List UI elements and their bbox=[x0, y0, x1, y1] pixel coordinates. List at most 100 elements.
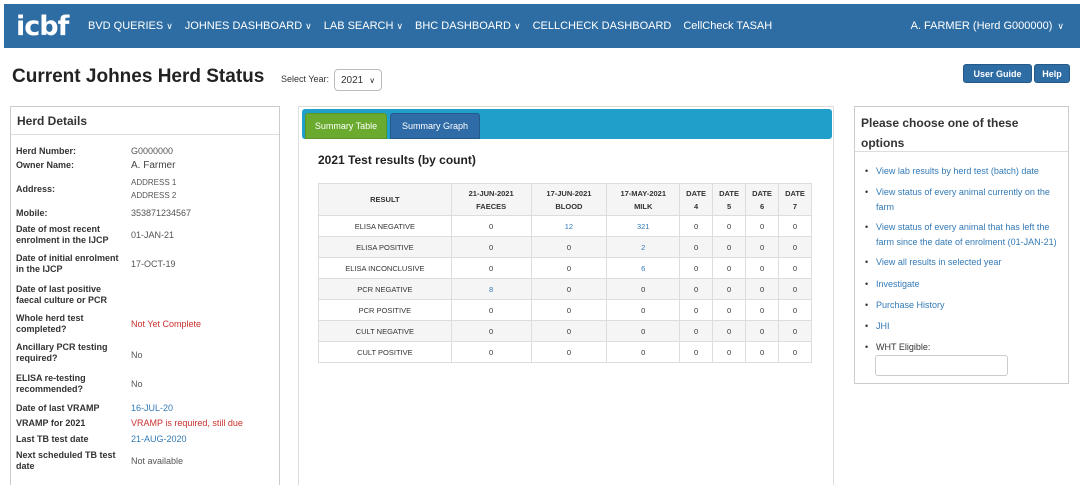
result-count: 0 bbox=[778, 278, 812, 300]
row-label: PCR POSITIVE bbox=[318, 299, 452, 321]
option-text-block: View status of every animal that has lef… bbox=[876, 220, 1057, 250]
bullet-icon: • bbox=[865, 166, 869, 176]
header-text: MILK bbox=[634, 201, 653, 211]
result-count: 0 bbox=[679, 299, 714, 321]
label-line: Date of initial enrolment bbox=[16, 253, 119, 263]
result-count-link[interactable]: 12 bbox=[530, 215, 608, 237]
test-results-panel: Summary Table Summary Graph 2021 Test re… bbox=[298, 106, 834, 485]
column-header: DATE 5 bbox=[712, 183, 747, 216]
nav-label: BHC DASHBOARD bbox=[415, 20, 511, 32]
result-count: 0 bbox=[778, 236, 812, 258]
wht-eligible-row: • WHT Eligible: bbox=[865, 340, 1065, 355]
option-jhi[interactable]: • JHI bbox=[865, 319, 1065, 334]
result-count: 0 bbox=[712, 320, 747, 342]
herd-label: Date of initial enrolment in the IJCP bbox=[16, 253, 131, 275]
option-status-left-animals[interactable]: • View status of every animal that has le… bbox=[865, 220, 1065, 250]
nav-cellcheck-tasah[interactable]: CellCheck TASAH bbox=[683, 20, 772, 32]
icbf-logo[interactable]: icbf bbox=[16, 10, 69, 42]
herd-label: Herd Number: bbox=[16, 146, 77, 156]
tab-summary-graph[interactable]: Summary Graph bbox=[390, 113, 480, 139]
wht-eligible-label: WHT Eligible: bbox=[876, 342, 931, 352]
results-heading: 2021 Test results (by count) bbox=[318, 153, 476, 167]
result-count: 0 bbox=[712, 236, 747, 258]
option-all-results-year[interactable]: • View all results in selected year bbox=[865, 255, 1065, 270]
option-text: JHI bbox=[876, 321, 890, 331]
result-count: 0 bbox=[606, 320, 681, 342]
herd-value: A. Farmer bbox=[131, 160, 176, 171]
header-text: RESULT bbox=[370, 195, 400, 204]
year-select[interactable]: 2021 ∨ bbox=[334, 69, 382, 91]
result-count-link[interactable]: 321 bbox=[606, 215, 681, 237]
result-count: 0 bbox=[450, 257, 532, 279]
chevron-down-icon: ∨ bbox=[369, 75, 376, 85]
option-text: farm since the date of enrolment (01-JAN… bbox=[876, 237, 1057, 247]
label-line: in the IJCP bbox=[16, 264, 63, 274]
user-guide-button[interactable]: User Guide bbox=[963, 64, 1032, 83]
herd-value: ADDRESS 1 bbox=[131, 178, 177, 187]
option-investigate[interactable]: • Investigate bbox=[865, 277, 1065, 292]
row-label: ELISA NEGATIVE bbox=[318, 215, 452, 237]
herd-row-whole-herd-test: Whole herd test completed? Not Yet Comple… bbox=[16, 313, 276, 335]
result-count: 0 bbox=[712, 278, 747, 300]
nav-bvd-queries[interactable]: BVD QUERIES ∨ bbox=[88, 20, 173, 32]
result-count: 0 bbox=[606, 341, 681, 363]
herd-label: Whole herd test completed? bbox=[16, 313, 131, 335]
help-button[interactable]: Help bbox=[1034, 64, 1070, 83]
column-header: RESULT bbox=[318, 183, 452, 216]
label-line: enrolment in the IJCP bbox=[16, 235, 109, 245]
row-label: ELISA INCONCLUSIVE bbox=[318, 257, 452, 279]
result-count: 0 bbox=[712, 215, 747, 237]
result-count: 0 bbox=[745, 257, 779, 279]
chevron-down-icon: ∨ bbox=[1057, 20, 1064, 31]
last-tb-test-link[interactable]: 21-AUG-2020 bbox=[131, 434, 187, 444]
nav-label: CellCheck TASAH bbox=[683, 20, 773, 32]
column-header: 17-MAY-2021 MILK bbox=[606, 183, 681, 216]
herd-row-herd-number: Herd Number: G0000000 bbox=[16, 146, 276, 157]
herd-row-last-tb-test: Last TB test date 21-AUG-2020 bbox=[16, 434, 276, 445]
option-text: View status of every animal currently on… bbox=[876, 187, 1050, 197]
table-row: ELISA NEGATIVE 0 12 321 0 0 0 0 bbox=[318, 215, 812, 237]
herd-row-last-vramp: Date of last VRAMP 16-JUL-20 bbox=[16, 403, 276, 414]
result-count: 0 bbox=[606, 278, 681, 300]
result-count-link[interactable]: 8 bbox=[450, 278, 532, 300]
nav-lab-search[interactable]: LAB SEARCH ∨ bbox=[324, 20, 403, 32]
bullet-icon: • bbox=[865, 342, 869, 352]
herd-value: 01-JAN-21 bbox=[131, 230, 175, 240]
row-label: ELISA POSITIVE bbox=[318, 236, 452, 258]
herd-value: No bbox=[131, 379, 143, 389]
header-text: 4 bbox=[694, 201, 699, 211]
wht-eligible-field[interactable] bbox=[875, 355, 1008, 376]
bullet-icon: • bbox=[865, 321, 869, 331]
herd-row-elisa-retesting: ELISA re-testing recommended? No bbox=[16, 373, 276, 395]
header-text: BLOOD bbox=[555, 201, 583, 211]
option-status-current-animals[interactable]: • View status of every animal currently o… bbox=[865, 185, 1065, 215]
chevron-down-icon: ∨ bbox=[305, 20, 312, 31]
nav-cellcheck-dashboard[interactable]: CELLCHECK DASHBOARD bbox=[533, 20, 672, 32]
table-row: PCR POSITIVE 0 0 0 0 0 0 0 bbox=[318, 299, 812, 321]
result-count: 0 bbox=[679, 278, 714, 300]
table-header-row: RESULT 21-JUN-2021 FAECES 17-JUN-2021 BLOO… bbox=[318, 183, 812, 216]
herd-value: Not available bbox=[131, 456, 184, 466]
result-count: 0 bbox=[606, 299, 681, 321]
label-line: recommended? bbox=[16, 384, 84, 394]
herd-label: Address: bbox=[16, 184, 56, 194]
label-line: Next scheduled TB test bbox=[16, 450, 116, 460]
nav-johnes-dashboard[interactable]: JOHNES DASHBOARD ∨ bbox=[185, 20, 312, 32]
herd-label: VRAMP for 2021 bbox=[16, 418, 86, 428]
result-count: 0 bbox=[530, 299, 608, 321]
last-vramp-link[interactable]: 16-JUL-20 bbox=[131, 403, 174, 413]
result-count-link[interactable]: 2 bbox=[606, 236, 681, 258]
address-block: ADDRESS 1 ADDRESS 2 bbox=[131, 176, 176, 202]
user-menu[interactable]: A. FARMER (Herd G000000) ∨ bbox=[911, 20, 1064, 32]
option-text: View all results in selected year bbox=[876, 257, 1002, 267]
nav-bhc-dashboard[interactable]: BHC DASHBOARD ∨ bbox=[415, 20, 521, 32]
tab-summary-table[interactable]: Summary Table bbox=[305, 113, 387, 139]
chevron-down-icon: ∨ bbox=[166, 20, 173, 31]
result-count: 0 bbox=[530, 278, 608, 300]
option-text: Investigate bbox=[876, 279, 920, 289]
result-count-link[interactable]: 6 bbox=[606, 257, 681, 279]
table-row: PCR NEGATIVE 8 0 0 0 0 0 0 bbox=[318, 278, 812, 300]
result-count: 0 bbox=[712, 341, 747, 363]
option-lab-results-by-date[interactable]: • View lab results by herd test (batch) d… bbox=[865, 164, 1065, 179]
option-purchase-history[interactable]: • Purchase History bbox=[865, 298, 1065, 313]
